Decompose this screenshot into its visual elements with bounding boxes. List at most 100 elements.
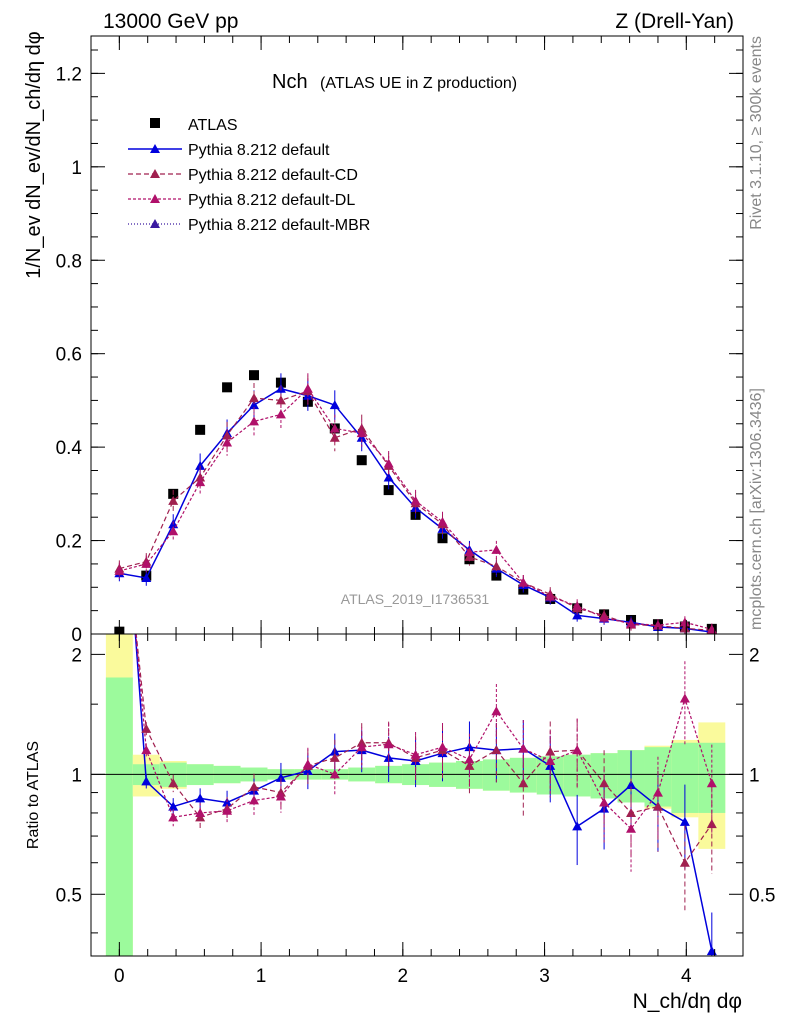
main-y-tick-label: 0.6 bbox=[56, 345, 82, 366]
main-y-tick-label: 0.4 bbox=[56, 438, 83, 459]
ratio-point-default bbox=[195, 793, 206, 803]
ratio-y-tick-label-right: 1 bbox=[749, 765, 760, 786]
ratio-y-axis-label: Ratio to ATLAS bbox=[25, 741, 42, 849]
legend-marker-mbr bbox=[150, 219, 160, 228]
main-y-tick-label: 0 bbox=[71, 625, 82, 646]
ratio-point-default bbox=[706, 946, 717, 956]
legend-label-default: Pythia 8.212 default bbox=[188, 142, 330, 159]
legend-marker-dl bbox=[150, 194, 160, 203]
legend: ATLAS Pythia 8.212 default Pythia 8.212 de… bbox=[128, 117, 370, 234]
ratio-point-dl bbox=[652, 787, 663, 797]
atlas-data-point bbox=[356, 455, 367, 466]
rivet-side-text: Rivet 3.1.10, ≥ 300k events bbox=[748, 36, 765, 230]
ratio-point-dl bbox=[491, 706, 502, 716]
main-y-tick-label: 1.2 bbox=[56, 64, 82, 85]
legend-marker-default bbox=[150, 144, 160, 153]
ratio-point-cd bbox=[249, 781, 259, 791]
main-point-cd bbox=[491, 561, 502, 571]
main-y-tick-label: 1 bbox=[71, 158, 82, 179]
ratio-point-cd bbox=[491, 745, 502, 755]
ratio-point-default bbox=[679, 816, 690, 826]
main-point-dl bbox=[545, 591, 556, 601]
main-point-dl bbox=[249, 416, 259, 426]
ratio-bands bbox=[91, 634, 743, 956]
ratio-point-dl bbox=[679, 693, 690, 703]
ratio-point-cd bbox=[599, 778, 610, 788]
ratio-point-cd bbox=[679, 857, 690, 867]
ratio-point-cd bbox=[652, 801, 663, 811]
main-point-dl bbox=[383, 458, 394, 468]
main-point-cd bbox=[168, 495, 179, 505]
main-point-dl bbox=[302, 383, 313, 393]
main-point-dl bbox=[410, 495, 421, 505]
main-point-dl bbox=[518, 577, 529, 587]
ratio-y-tick-label: 2 bbox=[71, 645, 82, 666]
main-point-default bbox=[572, 610, 583, 620]
ratio-y-tick-label-right: 0.5 bbox=[749, 885, 775, 906]
main-point-dl bbox=[491, 544, 502, 554]
main-point-default bbox=[329, 400, 340, 410]
ratio-point-dl bbox=[329, 769, 340, 779]
main-point-dl bbox=[599, 612, 610, 622]
main-title-text: Nch bbox=[272, 71, 308, 93]
atlas-data-point bbox=[222, 382, 233, 393]
atlas-data-point bbox=[249, 370, 259, 381]
main-subtitle-text: (ATLAS UE in Z production) bbox=[320, 75, 517, 92]
main-point-default bbox=[249, 400, 259, 410]
ratio-point-dl bbox=[275, 791, 286, 801]
legend-marker-cd bbox=[150, 169, 160, 178]
ratio-frame bbox=[90, 633, 744, 957]
ratio-y-tick-label-right: 2 bbox=[749, 645, 760, 666]
main-point-cd bbox=[464, 551, 475, 561]
header-right: Z (Drell-Yan) bbox=[615, 10, 734, 33]
legend-label-cd: Pythia 8.212 default-CD bbox=[188, 167, 358, 184]
main-point-dl bbox=[141, 558, 152, 568]
main-point-cd bbox=[249, 393, 259, 403]
ratio-point-dl bbox=[222, 805, 233, 815]
ratio-point-cd bbox=[141, 723, 152, 733]
main-point-dl bbox=[572, 600, 583, 610]
main-point-dl bbox=[626, 618, 637, 628]
main-point-dl bbox=[329, 423, 340, 433]
x-tick-label: 3 bbox=[539, 966, 550, 987]
ratio-series-line-cd bbox=[135, 634, 713, 864]
ratio-point-dl bbox=[545, 756, 556, 766]
legend-label-dl: Pythia 8.212 default-DL bbox=[188, 192, 355, 209]
main-y-tick-label: 0.8 bbox=[56, 251, 82, 272]
main-point-default bbox=[383, 472, 394, 482]
ratio-point-dl bbox=[464, 754, 475, 764]
ratio-point-dl bbox=[141, 745, 152, 755]
main-point-dl bbox=[464, 547, 475, 557]
main-point-dl bbox=[195, 477, 206, 487]
ratio-point-dl bbox=[410, 749, 421, 759]
legend-marker-atlas bbox=[150, 118, 160, 128]
main-title: Nch (ATLAS UE in Z production) bbox=[272, 71, 517, 93]
x-axis-label: N_ch/dη dφ bbox=[633, 990, 742, 1013]
main-point-dl bbox=[275, 409, 286, 419]
ratio-point-dl bbox=[195, 807, 206, 817]
ratio-point-dl bbox=[356, 742, 367, 752]
main-point-dl bbox=[652, 620, 663, 630]
main-point-dl bbox=[356, 428, 367, 438]
main-point-dl bbox=[114, 565, 125, 575]
main-series bbox=[114, 370, 717, 634]
ratio-point-default bbox=[572, 821, 583, 831]
x-tick-label: 2 bbox=[398, 966, 409, 987]
main-point-dl bbox=[437, 516, 448, 526]
main-point-dl bbox=[168, 526, 179, 536]
x-tick-label: 1 bbox=[256, 966, 267, 987]
ratio-point-dl bbox=[572, 745, 583, 755]
main-point-default bbox=[141, 572, 152, 582]
ratio-point-dl bbox=[383, 739, 394, 749]
ratio-point-dl bbox=[437, 742, 448, 752]
ratio-y-tick-label: 1 bbox=[71, 765, 82, 786]
ratio-series bbox=[134, 634, 717, 956]
main-point-cd bbox=[356, 423, 367, 433]
legend-label-atlas: ATLAS bbox=[188, 117, 238, 134]
ratio-point-dl bbox=[706, 778, 717, 788]
x-tick-label: 0 bbox=[114, 966, 125, 987]
ratio-point-dl bbox=[249, 795, 259, 805]
ratio-point-dl bbox=[599, 797, 610, 807]
axes: 0 0.2 0.4 0.6 0.8 1 1.2 0 1 2 3 4 0.5 0.5 1 1 2 2 bbox=[56, 35, 775, 987]
